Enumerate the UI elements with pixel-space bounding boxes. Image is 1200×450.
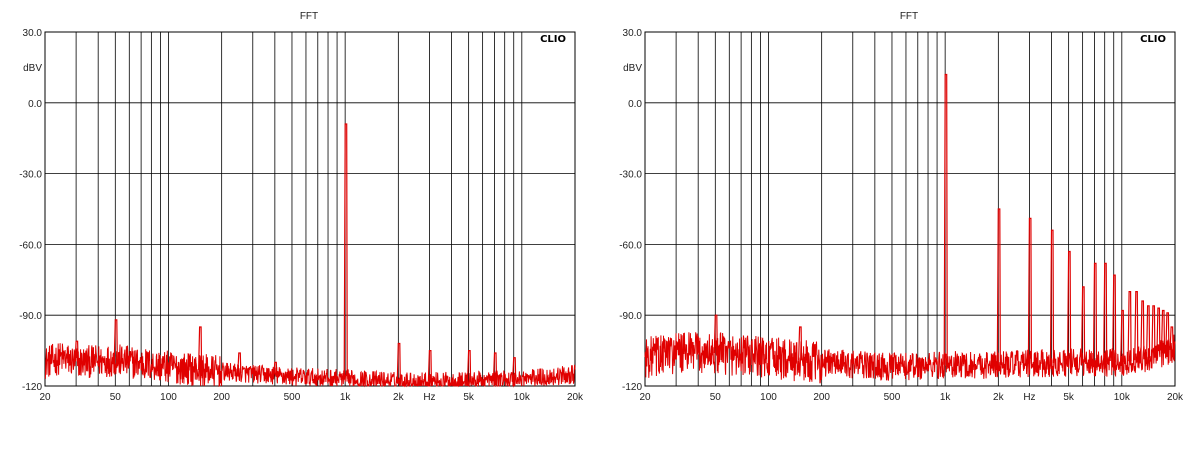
spectral-peak xyxy=(1127,291,1132,362)
spectral-peak xyxy=(1092,262,1098,363)
x-tick-label: 20 xyxy=(39,392,51,403)
spectral-peak xyxy=(1156,307,1161,356)
spectral-peak xyxy=(1146,305,1151,359)
spectral-peak xyxy=(467,350,472,382)
y-tick-label: -120 xyxy=(22,382,42,393)
x-tick-label: 200 xyxy=(213,392,230,403)
spectral-peak xyxy=(198,326,203,370)
y-tick-label: -90.0 xyxy=(619,311,642,322)
spectral-peak xyxy=(996,208,1001,365)
x-tick-label: 20k xyxy=(1167,392,1184,403)
x-tick-label: 10k xyxy=(1114,392,1131,403)
y-tick-label: -120 xyxy=(622,382,642,393)
spectral-peak xyxy=(273,361,278,376)
spectral-peak xyxy=(1169,326,1174,350)
fft-chart-right: FFT CLIO dBV 30.00.0-30.0-60.0-90.0-1202… xyxy=(619,11,1184,403)
x-tick-label: 5k xyxy=(463,392,475,403)
x-tick-label: 500 xyxy=(884,392,901,403)
y-tick-label: -60.0 xyxy=(619,240,642,251)
spectral-peak xyxy=(74,340,79,363)
x-tick-label: 5k xyxy=(1063,392,1075,403)
x-tick-label: 100 xyxy=(760,392,777,403)
spectral-peak xyxy=(1081,286,1086,363)
plot-frame xyxy=(44,31,576,387)
spectral-peak xyxy=(1134,291,1139,361)
x-tick-label: 20k xyxy=(567,392,584,403)
y-axis-unit: dBV xyxy=(23,63,42,74)
spectral-peak xyxy=(492,352,498,381)
chart-title: FFT xyxy=(900,11,918,22)
spectral-peak xyxy=(1165,312,1170,352)
fft-chart-left: FFT CLIO dBV 30.00.0-30.0-60.0-90.0-1202… xyxy=(19,11,584,403)
spectral-peak xyxy=(237,352,242,374)
x-tick-label: 1k xyxy=(940,392,952,403)
x-tick-label: 20 xyxy=(639,392,651,403)
spectral-peak xyxy=(113,319,118,361)
x-tick-label: 1k xyxy=(340,392,352,403)
spectrum-trace xyxy=(644,331,1176,384)
y-tick-label: -90.0 xyxy=(19,311,42,322)
spectrum-trace xyxy=(44,343,576,388)
x-tick-label: 200 xyxy=(813,392,830,403)
x-tick-label: Hz xyxy=(423,392,435,403)
x-tick-label: Hz xyxy=(1023,392,1035,403)
spectral-peak xyxy=(512,357,517,380)
spectral-peak xyxy=(713,314,718,354)
y-tick-label: 30.0 xyxy=(23,28,43,39)
clio-logo: CLIO xyxy=(1140,34,1166,45)
y-tick-label: -60.0 xyxy=(19,240,42,251)
spectral-peak xyxy=(1049,229,1055,364)
chart-title: FFT xyxy=(300,11,318,22)
y-axis-unit: dBV xyxy=(623,63,642,74)
x-tick-label: 100 xyxy=(160,392,177,403)
spectral-peak xyxy=(1151,305,1156,358)
spectral-peak xyxy=(1140,300,1145,360)
spectral-peak xyxy=(1103,262,1108,363)
spectral-peak xyxy=(798,326,803,361)
spectral-peak xyxy=(1027,217,1032,364)
spectral-peak xyxy=(1112,274,1117,363)
x-tick-label: 2k xyxy=(993,392,1005,403)
spectral-peak xyxy=(943,73,948,365)
x-tick-label: 50 xyxy=(710,392,722,403)
plot-frame xyxy=(644,31,1176,387)
spectral-peak xyxy=(1160,309,1166,354)
x-tick-label: 50 xyxy=(110,392,122,403)
spectral-peak xyxy=(427,350,432,382)
clio-logo: CLIO xyxy=(540,34,566,45)
y-tick-label: -30.0 xyxy=(619,170,642,181)
y-tick-label: 30.0 xyxy=(623,28,643,39)
x-tick-label: 10k xyxy=(514,392,531,403)
spectral-peak xyxy=(343,123,348,379)
y-tick-label: 0.0 xyxy=(628,99,642,110)
x-tick-label: 2k xyxy=(393,392,405,403)
y-tick-label: 0.0 xyxy=(28,99,42,110)
spectral-peak xyxy=(1120,309,1125,363)
spectral-peak xyxy=(396,342,401,382)
y-tick-label: -30.0 xyxy=(19,170,42,181)
x-tick-label: 500 xyxy=(284,392,301,403)
spectral-peak xyxy=(1067,250,1072,363)
